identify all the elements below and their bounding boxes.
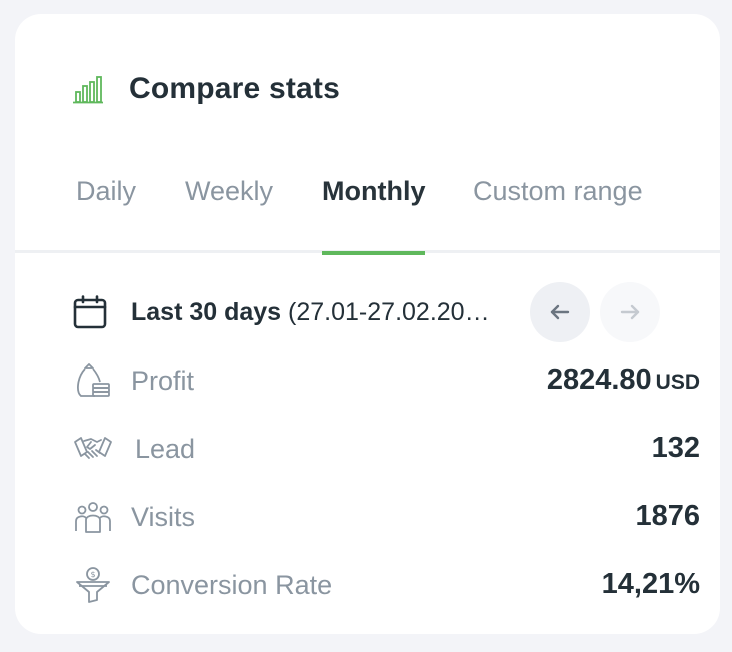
stat-value: 1876 bbox=[635, 500, 700, 532]
period-tabs: Daily Weekly Monthly Custom range bbox=[15, 164, 720, 255]
tab-weekly-label: Weekly bbox=[185, 176, 274, 206]
handshake-icon bbox=[74, 437, 112, 459]
money-bag-icon bbox=[77, 363, 110, 397]
stat-value: 14,21% bbox=[601, 568, 700, 600]
card-header: Compare stats bbox=[73, 72, 340, 106]
tab-weekly[interactable]: Weekly bbox=[185, 176, 273, 246]
tab-custom-range[interactable]: Custom range bbox=[473, 176, 643, 246]
date-range-text: Last 30 days (27.01-27.02.20… bbox=[131, 298, 496, 327]
date-range-row: Last 30 days (27.01-27.02.20… bbox=[73, 282, 663, 344]
stat-row-visits: Visits 1876 bbox=[73, 492, 700, 542]
funnel-icon: $ bbox=[76, 567, 110, 603]
compare-stats-card: Compare stats Daily Weekly Monthly Custo… bbox=[15, 14, 720, 634]
active-tab-indicator bbox=[322, 251, 426, 255]
stat-label: Profit bbox=[131, 366, 195, 396]
date-range-label: Last 30 days bbox=[131, 298, 282, 326]
stat-label: Lead bbox=[135, 434, 196, 464]
tab-daily[interactable]: Daily bbox=[76, 176, 136, 246]
stat-value: 2824.80 USD bbox=[547, 364, 700, 397]
arrow-left-icon bbox=[550, 304, 570, 320]
stat-row-profit: Profit 2824.80 USD bbox=[73, 356, 700, 406]
svg-text:$: $ bbox=[90, 570, 95, 579]
profit-unit: USD bbox=[655, 371, 700, 394]
tab-monthly-label: Monthly bbox=[322, 176, 426, 206]
stat-value: 132 bbox=[651, 432, 700, 464]
stat-row-lead: Lead 132 bbox=[73, 424, 700, 474]
profit-amount: 2824.80 bbox=[546, 364, 652, 396]
stat-label: Visits bbox=[131, 502, 196, 532]
tab-custom-range-label: Custom range bbox=[473, 176, 643, 206]
stat-label: Conversion Rate bbox=[131, 570, 333, 600]
stat-row-conversion-rate: $ Conversion Rate 14,21% bbox=[73, 560, 700, 610]
people-icon bbox=[75, 502, 111, 533]
card-title: Compare stats bbox=[129, 72, 341, 105]
date-range-dates: (27.01-27.02.20… bbox=[288, 298, 490, 326]
next-period-button[interactable] bbox=[600, 282, 660, 342]
previous-period-button[interactable] bbox=[530, 282, 590, 342]
calendar-icon bbox=[73, 295, 107, 329]
tab-monthly[interactable]: Monthly bbox=[322, 176, 426, 255]
arrow-right-icon bbox=[620, 304, 640, 320]
tab-daily-label: Daily bbox=[76, 176, 137, 206]
bar-chart-icon bbox=[73, 76, 103, 104]
